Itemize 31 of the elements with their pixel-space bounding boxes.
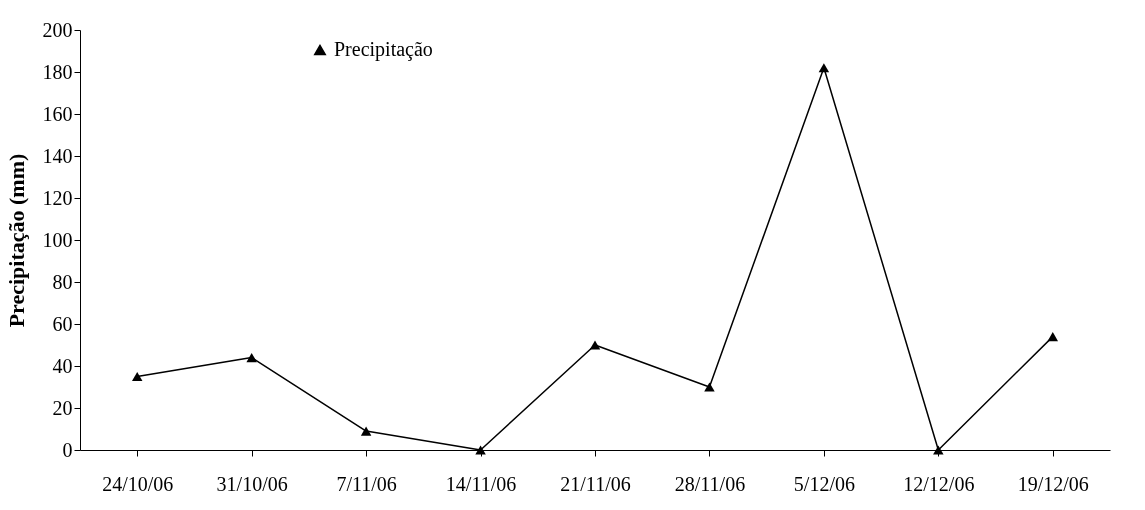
y-tick-label: 120 (42, 186, 73, 209)
legend-label: Precipitação (334, 38, 433, 61)
point (360, 426, 372, 436)
point (1047, 332, 1059, 342)
y-tick-label: 20 (52, 396, 73, 419)
y-tick-label: 80 (52, 270, 73, 293)
x-tick-label: 12/12/06 (903, 472, 975, 495)
y-tick-label: 180 (42, 60, 73, 83)
y-axis-title: Precipitação (mm) (3, 153, 29, 328)
x-tick-label: 5/12/06 (793, 472, 855, 495)
y-tick-label: 140 (42, 144, 73, 167)
y-tick-label: 0 (62, 438, 73, 461)
x-tick-label: 7/11/06 (336, 472, 397, 495)
x-tick-label: 14/11/06 (445, 472, 517, 495)
x-tick-label: 19/12/06 (1017, 472, 1089, 495)
y-tick-label: 160 (42, 102, 73, 125)
point (246, 353, 257, 363)
point (933, 445, 944, 455)
point (818, 63, 830, 73)
y-tick-label: 100 (42, 228, 73, 251)
point (589, 340, 601, 350)
x-tick-label: 31/10/06 (216, 472, 288, 495)
x-tick-label: 21/11/06 (560, 472, 631, 495)
x-tick-label: 28/11/06 (674, 472, 746, 495)
x-tick-label: 24/10/06 (102, 472, 174, 495)
y-tick-label: 60 (52, 312, 73, 335)
point (475, 445, 486, 455)
point (704, 382, 715, 392)
point (131, 371, 143, 382)
y-tick-label: 200 (42, 18, 73, 41)
y-tick-label: 40 (52, 354, 73, 377)
